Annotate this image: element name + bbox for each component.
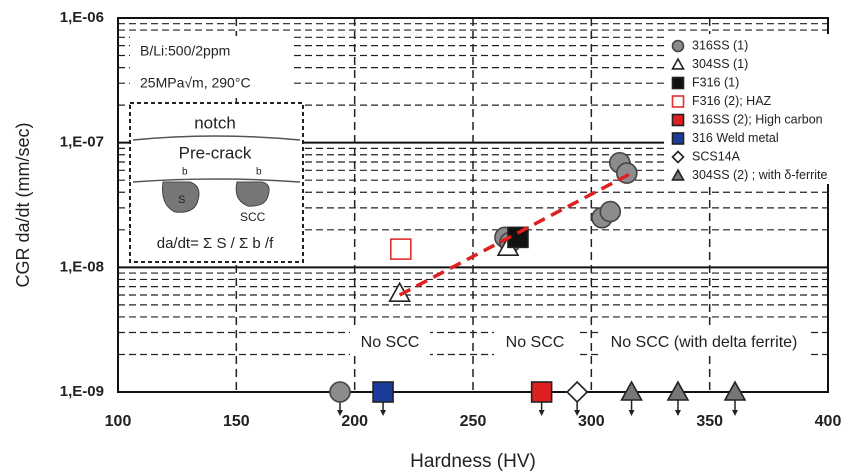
trend-line — [398, 171, 633, 297]
annotation: B/Li:500/2ppm — [140, 43, 230, 59]
annotation-bg — [130, 36, 290, 98]
annotation: S — [178, 194, 185, 206]
legend-marker — [671, 39, 685, 53]
x-tick-label: 250 — [460, 413, 487, 430]
region-label: No SCC — [506, 334, 565, 351]
data-point — [599, 200, 622, 223]
limit-arrow-head — [538, 410, 545, 416]
annotation: SCC — [240, 210, 266, 224]
legend-marker — [671, 76, 685, 90]
legend-label: F316 (1) — [692, 75, 739, 89]
legend-label: 304SS (1) — [692, 57, 748, 71]
data-point — [666, 380, 690, 401]
y-tick-label: 1,E-06 — [60, 9, 104, 26]
legend-bg — [664, 34, 864, 184]
y-axis-label: CGR da/dt (mm/sec) — [13, 122, 33, 287]
legend-label: 304SS (2) ; with δ-ferrite — [692, 168, 828, 182]
data-point — [566, 380, 589, 404]
annotation-bg — [598, 328, 810, 356]
annotation: notch — [194, 113, 236, 132]
annotation-bg — [350, 328, 430, 356]
data-point — [390, 238, 412, 260]
annotation: da/dt= Σ S / Σ b /f — [157, 235, 274, 252]
scc-shape — [162, 181, 200, 213]
limit-arrow-head — [628, 410, 635, 416]
limit-arrow-head — [731, 410, 738, 416]
plot-frame — [117, 17, 829, 393]
scc-shape — [235, 181, 270, 207]
legend-label: 316SS (1) — [692, 38, 748, 52]
limit-arrow-head — [674, 410, 681, 416]
legend-label: 316SS (2); High carbon — [692, 112, 823, 126]
x-axis-label: Hardness (HV) — [410, 451, 536, 472]
limit-arrow-head — [336, 410, 343, 416]
legend-marker — [671, 95, 685, 108]
limit-arrow-head — [574, 410, 581, 416]
legend-label: F316 (2); HAZ — [692, 94, 772, 108]
data-point — [372, 381, 394, 403]
grid — [117, 17, 829, 393]
region-label: No SCC (with delta ferrite) — [611, 334, 798, 351]
x-tick-label: 100 — [105, 413, 132, 430]
annotation: 25MPa√m, 290°C — [140, 75, 251, 91]
data-point — [620, 380, 643, 401]
y-tick-label: 1,E-07 — [60, 134, 104, 151]
legend-marker — [671, 168, 685, 181]
crack-line — [132, 178, 301, 183]
legend-marker — [671, 132, 685, 145]
legend-marker — [671, 113, 685, 127]
x-tick-label: 200 — [341, 413, 368, 430]
x-tick-label: 400 — [815, 413, 842, 430]
annotation: b — [256, 167, 262, 178]
annotation-bg — [494, 328, 576, 356]
notch-line — [132, 135, 301, 141]
annotation: b — [182, 167, 188, 178]
x-tick-label: 300 — [578, 413, 605, 430]
inset-box — [129, 102, 304, 263]
data-point — [723, 380, 747, 401]
legend-marker — [671, 57, 685, 70]
x-tick-label: 350 — [696, 413, 723, 430]
legend-label: SCS14A — [692, 149, 741, 163]
y-tick-label: 1,E-09 — [60, 383, 104, 400]
region-label: No SCC — [361, 334, 420, 351]
y-tick-label: 1,E-08 — [60, 258, 104, 275]
data-point — [329, 381, 351, 403]
limit-arrow-head — [380, 410, 387, 416]
annotation: Pre-crack — [179, 143, 252, 162]
legend-marker — [671, 150, 685, 164]
data-point — [530, 381, 553, 403]
x-tick-label: 150 — [223, 413, 250, 430]
legend-label: 316 Weld metal — [692, 131, 779, 145]
